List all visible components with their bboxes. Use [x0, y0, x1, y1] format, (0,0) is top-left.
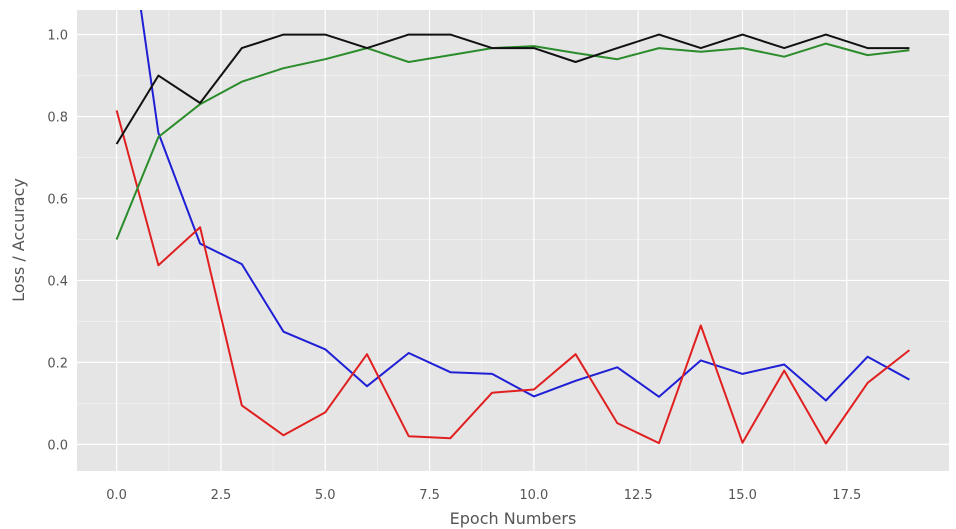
- x-tick-label: 10.0: [519, 488, 548, 503]
- y-tick-label: 0.2: [47, 356, 68, 371]
- y-tick-label: 1.0: [47, 29, 68, 44]
- x-tick-label: 0.0: [106, 488, 127, 503]
- x-tick-label: 15.0: [728, 488, 757, 503]
- x-tick-labels: 0.0 2.5 5.0 7.5 10.0 12.5 15.0 17.5: [106, 488, 861, 503]
- series-group: [115, 10, 911, 445]
- x-tick-label: 17.5: [832, 488, 861, 503]
- x-tick-label: 2.5: [211, 488, 232, 503]
- y-tick-label: 0.0: [47, 438, 68, 453]
- y-tick-label: 0.8: [47, 111, 68, 126]
- series-line-1: [139, 10, 910, 402]
- series-line-4: [115, 33, 910, 145]
- x-tick-label: 12.5: [624, 488, 653, 503]
- series-line-2: [115, 110, 911, 445]
- x-tick-label: 7.5: [419, 488, 440, 503]
- y-tick-label: 0.6: [47, 192, 68, 207]
- plot-area: [77, 10, 949, 471]
- y-tick-label: 0.4: [47, 274, 68, 289]
- x-axis-label: Epoch Numbers: [450, 509, 577, 528]
- y-axis-label: Loss / Accuracy: [9, 178, 28, 302]
- grid: [77, 10, 949, 471]
- y-tick-labels: 0.0 0.2 0.4 0.6 0.8 1.0: [47, 29, 68, 454]
- x-tick-label: 5.0: [315, 488, 336, 503]
